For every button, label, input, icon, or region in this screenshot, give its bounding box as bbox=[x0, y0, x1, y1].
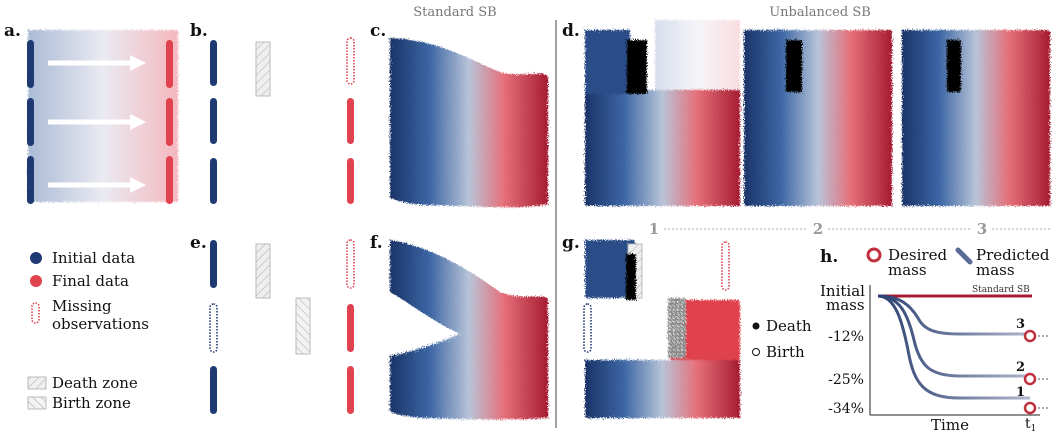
initial-bar bbox=[210, 98, 217, 144]
h-curve-number: 3 bbox=[1016, 317, 1025, 332]
final-bar bbox=[347, 304, 354, 352]
death-region-black bbox=[627, 40, 647, 94]
h-curve-number: 2 bbox=[1016, 360, 1025, 375]
panel-a: a. bbox=[4, 21, 178, 204]
initial-bar bbox=[27, 40, 34, 88]
header-unbalanced-sb: Unbalanced SB bbox=[769, 5, 871, 20]
initial-bar bbox=[27, 98, 34, 146]
missing-observation-bar bbox=[347, 38, 354, 84]
legend-death-zone: Death zone bbox=[52, 374, 138, 392]
death-marker-dot bbox=[753, 323, 760, 330]
initial-data-dot bbox=[30, 252, 42, 264]
legend-final: Final data bbox=[52, 272, 129, 290]
predicted-label-2: mass bbox=[976, 261, 1015, 279]
h-t1-sub: 1 bbox=[1031, 424, 1037, 432]
birth-label: Birth bbox=[766, 343, 805, 361]
panel-d: d. 1 2 3 bbox=[562, 20, 1050, 238]
initial-bar bbox=[210, 158, 217, 204]
legend-birth-zone: Birth zone bbox=[52, 394, 131, 412]
panel-label-d: d. bbox=[562, 21, 580, 41]
initial-bar bbox=[210, 40, 217, 86]
h-standard-label: Standard SB bbox=[972, 285, 1030, 295]
panel-b: b. bbox=[190, 21, 354, 204]
legend-missing-2: observations bbox=[52, 315, 149, 333]
initial-bar bbox=[27, 156, 34, 204]
panel-f-cloud bbox=[390, 240, 548, 420]
panel-label-f: f. bbox=[370, 233, 383, 253]
panel-g: g. Death Birth bbox=[562, 233, 812, 418]
h-xlabel: Time bbox=[931, 416, 969, 432]
desired-mass-icon bbox=[868, 249, 880, 261]
final-bar bbox=[347, 158, 354, 204]
d-panel-number: 1 bbox=[649, 220, 659, 238]
panel-c: c. bbox=[370, 21, 548, 207]
final-bar bbox=[166, 98, 173, 146]
panel-label-g: g. bbox=[562, 233, 580, 253]
predicted-mass-icon bbox=[958, 250, 970, 262]
h-curve-3 bbox=[878, 296, 1030, 334]
h-tick: -12% bbox=[828, 329, 864, 345]
final-bar bbox=[347, 366, 354, 414]
death-region-black bbox=[626, 254, 636, 300]
final-bar bbox=[166, 156, 173, 204]
panel-c-cloud bbox=[390, 38, 548, 207]
legend-initial: Initial data bbox=[52, 249, 135, 267]
death-region-black bbox=[947, 40, 961, 92]
desired-mass-marker bbox=[1025, 331, 1035, 341]
final-bar bbox=[347, 98, 354, 144]
panel-a-cloud bbox=[28, 30, 178, 202]
panel-d2 bbox=[744, 30, 892, 206]
panel-label-e: e. bbox=[190, 233, 207, 253]
h-curve-number: 1 bbox=[1016, 385, 1025, 400]
final-data-dot bbox=[30, 275, 42, 287]
panel-label-a: a. bbox=[4, 21, 21, 41]
final-bar bbox=[166, 40, 173, 88]
panel-f: f. bbox=[370, 233, 548, 420]
missing-observation-bar bbox=[347, 240, 354, 288]
d-panel-number: 3 bbox=[977, 220, 987, 238]
panel-label-h: h. bbox=[820, 247, 838, 267]
h-curve-1 bbox=[878, 296, 1030, 398]
desired-label-2: mass bbox=[888, 261, 927, 279]
h-ylabel-2: mass bbox=[826, 296, 865, 314]
panel-label-b: b. bbox=[190, 21, 208, 41]
header-standard-sb: Standard SB bbox=[413, 5, 496, 20]
death-zone-swatch bbox=[28, 377, 46, 389]
h-tick: -34% bbox=[828, 401, 864, 417]
panel-label-c: c. bbox=[370, 21, 386, 41]
death-label: Death bbox=[766, 317, 812, 335]
birth-region bbox=[668, 298, 686, 358]
death-zone bbox=[256, 42, 270, 96]
legend: Initial data Final data Missing observat… bbox=[28, 249, 149, 412]
missing-observation-icon bbox=[32, 303, 39, 323]
panel-d1 bbox=[585, 20, 740, 206]
missing-observation-bar bbox=[722, 242, 729, 290]
birth-zone-swatch bbox=[28, 397, 46, 409]
birth-zone bbox=[296, 298, 310, 354]
missing-observation-bar bbox=[210, 304, 217, 352]
death-region-black bbox=[786, 40, 802, 92]
h-t1-label: t1 bbox=[1025, 416, 1036, 432]
panel-e: e. bbox=[190, 233, 354, 414]
death-zone bbox=[256, 244, 270, 298]
birth-marker-dot bbox=[753, 349, 760, 356]
initial-bar bbox=[210, 240, 217, 288]
initial-bar bbox=[210, 366, 217, 414]
desired-mass-marker bbox=[1025, 374, 1035, 384]
h-tick: -25% bbox=[828, 372, 864, 388]
panel-h: h. Desired mass Predicted mass Initial m… bbox=[820, 246, 1050, 432]
legend-missing-1: Missing bbox=[52, 297, 112, 315]
d-panel-number: 2 bbox=[813, 220, 823, 238]
missing-observation-bar bbox=[584, 304, 591, 352]
desired-mass-marker bbox=[1025, 403, 1035, 413]
panel-d3 bbox=[902, 30, 1050, 206]
h-curve-2 bbox=[878, 296, 1030, 376]
